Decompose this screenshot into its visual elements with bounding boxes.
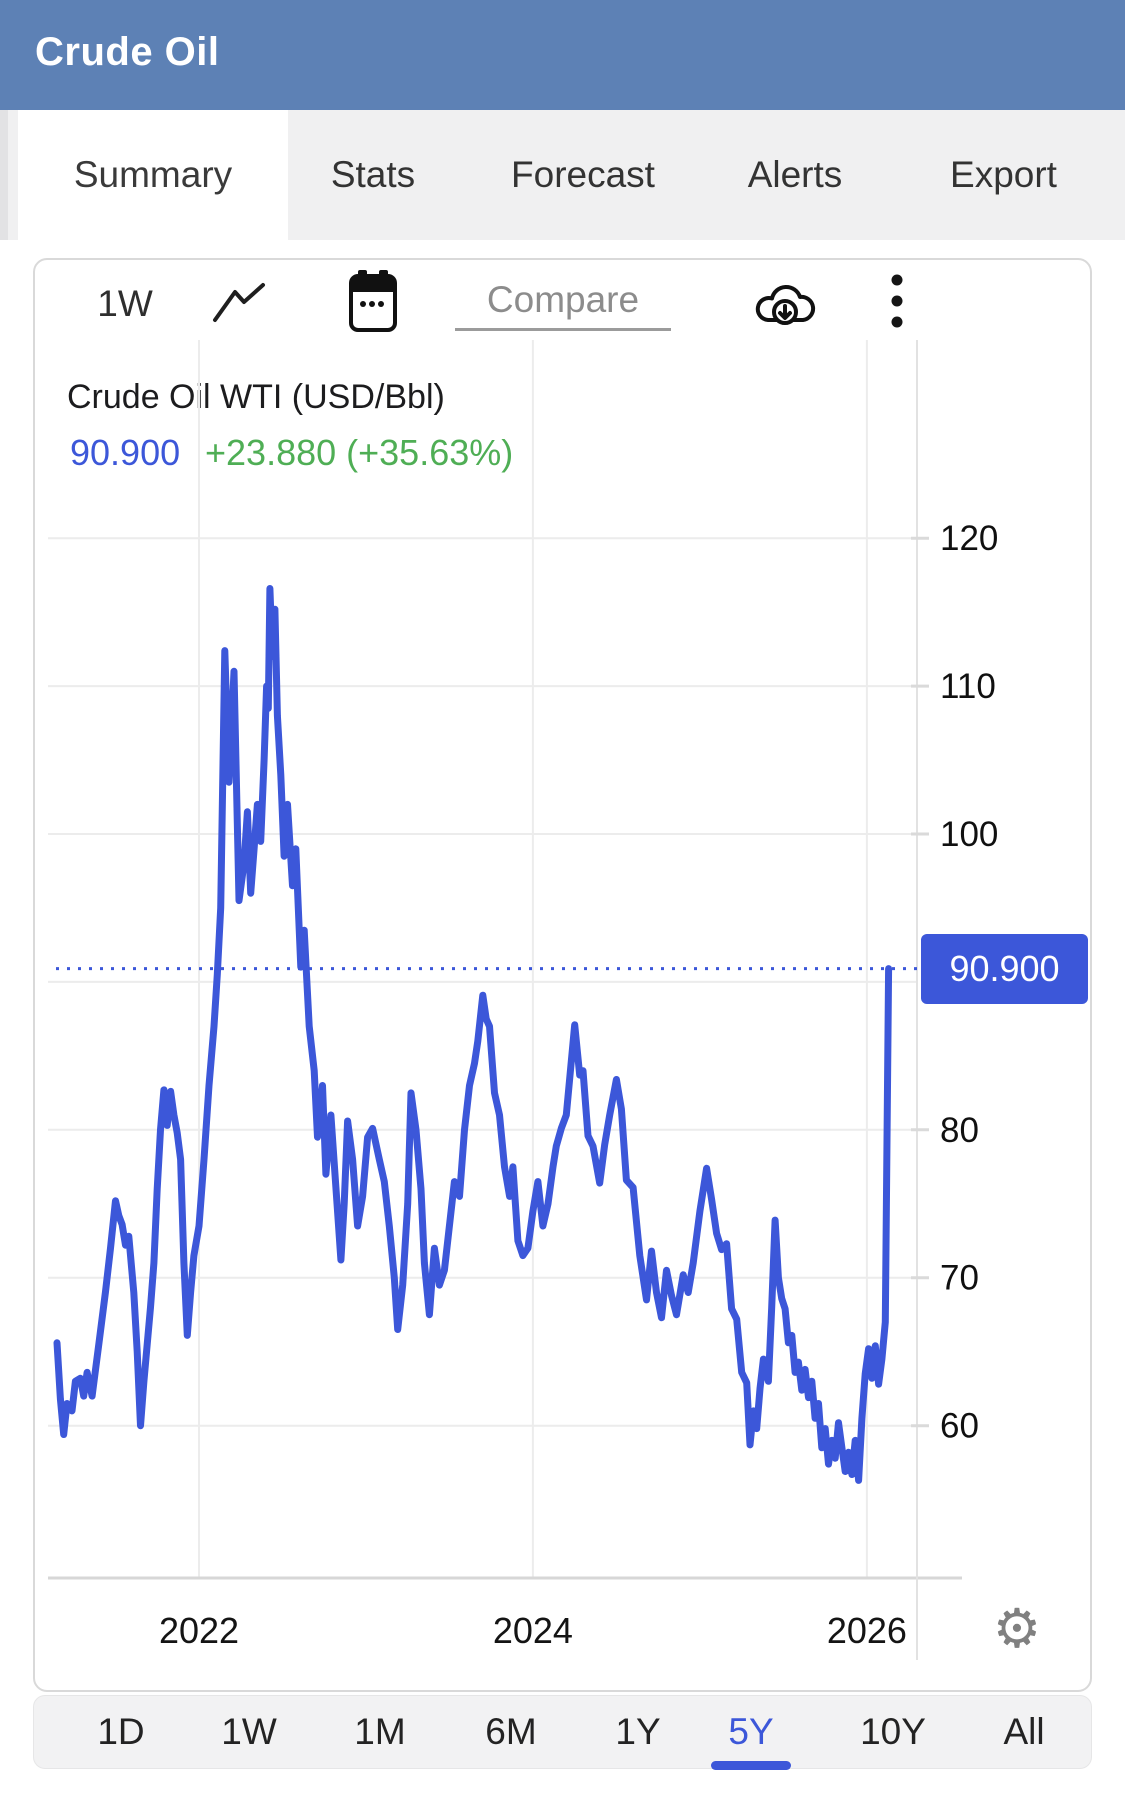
svg-text:70: 70: [940, 1259, 979, 1298]
app-header: Crude Oil: [0, 0, 1125, 110]
last-price: 90.900: [70, 432, 181, 473]
interval-button[interactable]: 1W: [97, 283, 153, 324]
range-6m[interactable]: 6M: [485, 1711, 537, 1752]
range-1y[interactable]: 1Y: [615, 1711, 661, 1752]
date-range-button[interactable]: [341, 268, 405, 334]
range-bar: 1D 1W 1M 6M 1Y 5Y 10Y All: [33, 1695, 1092, 1770]
kebab-menu-icon: [891, 274, 903, 328]
compare-input[interactable]: Compare: [455, 272, 671, 331]
tab-alerts[interactable]: Alerts: [747, 154, 843, 195]
range-1m[interactable]: 1M: [354, 1711, 406, 1752]
instrument-title: Crude Oil WTI (USD/Bbl): [67, 378, 445, 416]
gear-icon[interactable]: ⚙: [992, 1598, 1042, 1659]
range-1w[interactable]: 1W: [221, 1711, 277, 1752]
range-1d[interactable]: 1D: [97, 1711, 145, 1752]
svg-text:80: 80: [940, 1111, 979, 1150]
svg-text:110: 110: [940, 667, 996, 706]
page-title: Crude Oil: [35, 30, 220, 74]
svg-text:2024: 2024: [493, 1610, 573, 1651]
svg-text:100: 100: [940, 815, 998, 854]
chart-type-button[interactable]: [207, 280, 271, 328]
chart-card: 1W Compare: [33, 258, 1092, 1692]
svg-text:120: 120: [940, 519, 998, 558]
range-all[interactable]: All: [1003, 1711, 1045, 1752]
tab-forecast[interactable]: Forecast: [511, 154, 655, 195]
active-range-underline: [711, 1761, 791, 1770]
tab-bar: Summary Stats Forecast Alerts Export: [0, 110, 1125, 240]
more-menu-button[interactable]: [871, 270, 923, 334]
range-5y[interactable]: 5Y: [728, 1711, 774, 1752]
price-change: +23.880 (+35.63%): [205, 432, 514, 473]
cloud-download-icon: [755, 284, 816, 325]
svg-text:2026: 2026: [827, 1610, 907, 1651]
range-10y[interactable]: 10Y: [860, 1711, 926, 1752]
partial-tab[interactable]: [0, 110, 8, 240]
calendar-icon: [349, 270, 397, 332]
last-price-badge: 90.900: [921, 934, 1088, 1004]
tab-stats[interactable]: Stats: [330, 154, 416, 195]
download-button[interactable]: [749, 274, 821, 332]
line-chart-icon: [213, 283, 265, 322]
tab-export[interactable]: Export: [950, 154, 1057, 195]
svg-text:60: 60: [940, 1407, 979, 1446]
svg-text:2022: 2022: [159, 1610, 239, 1651]
tab-summary[interactable]: Summary: [18, 110, 288, 240]
